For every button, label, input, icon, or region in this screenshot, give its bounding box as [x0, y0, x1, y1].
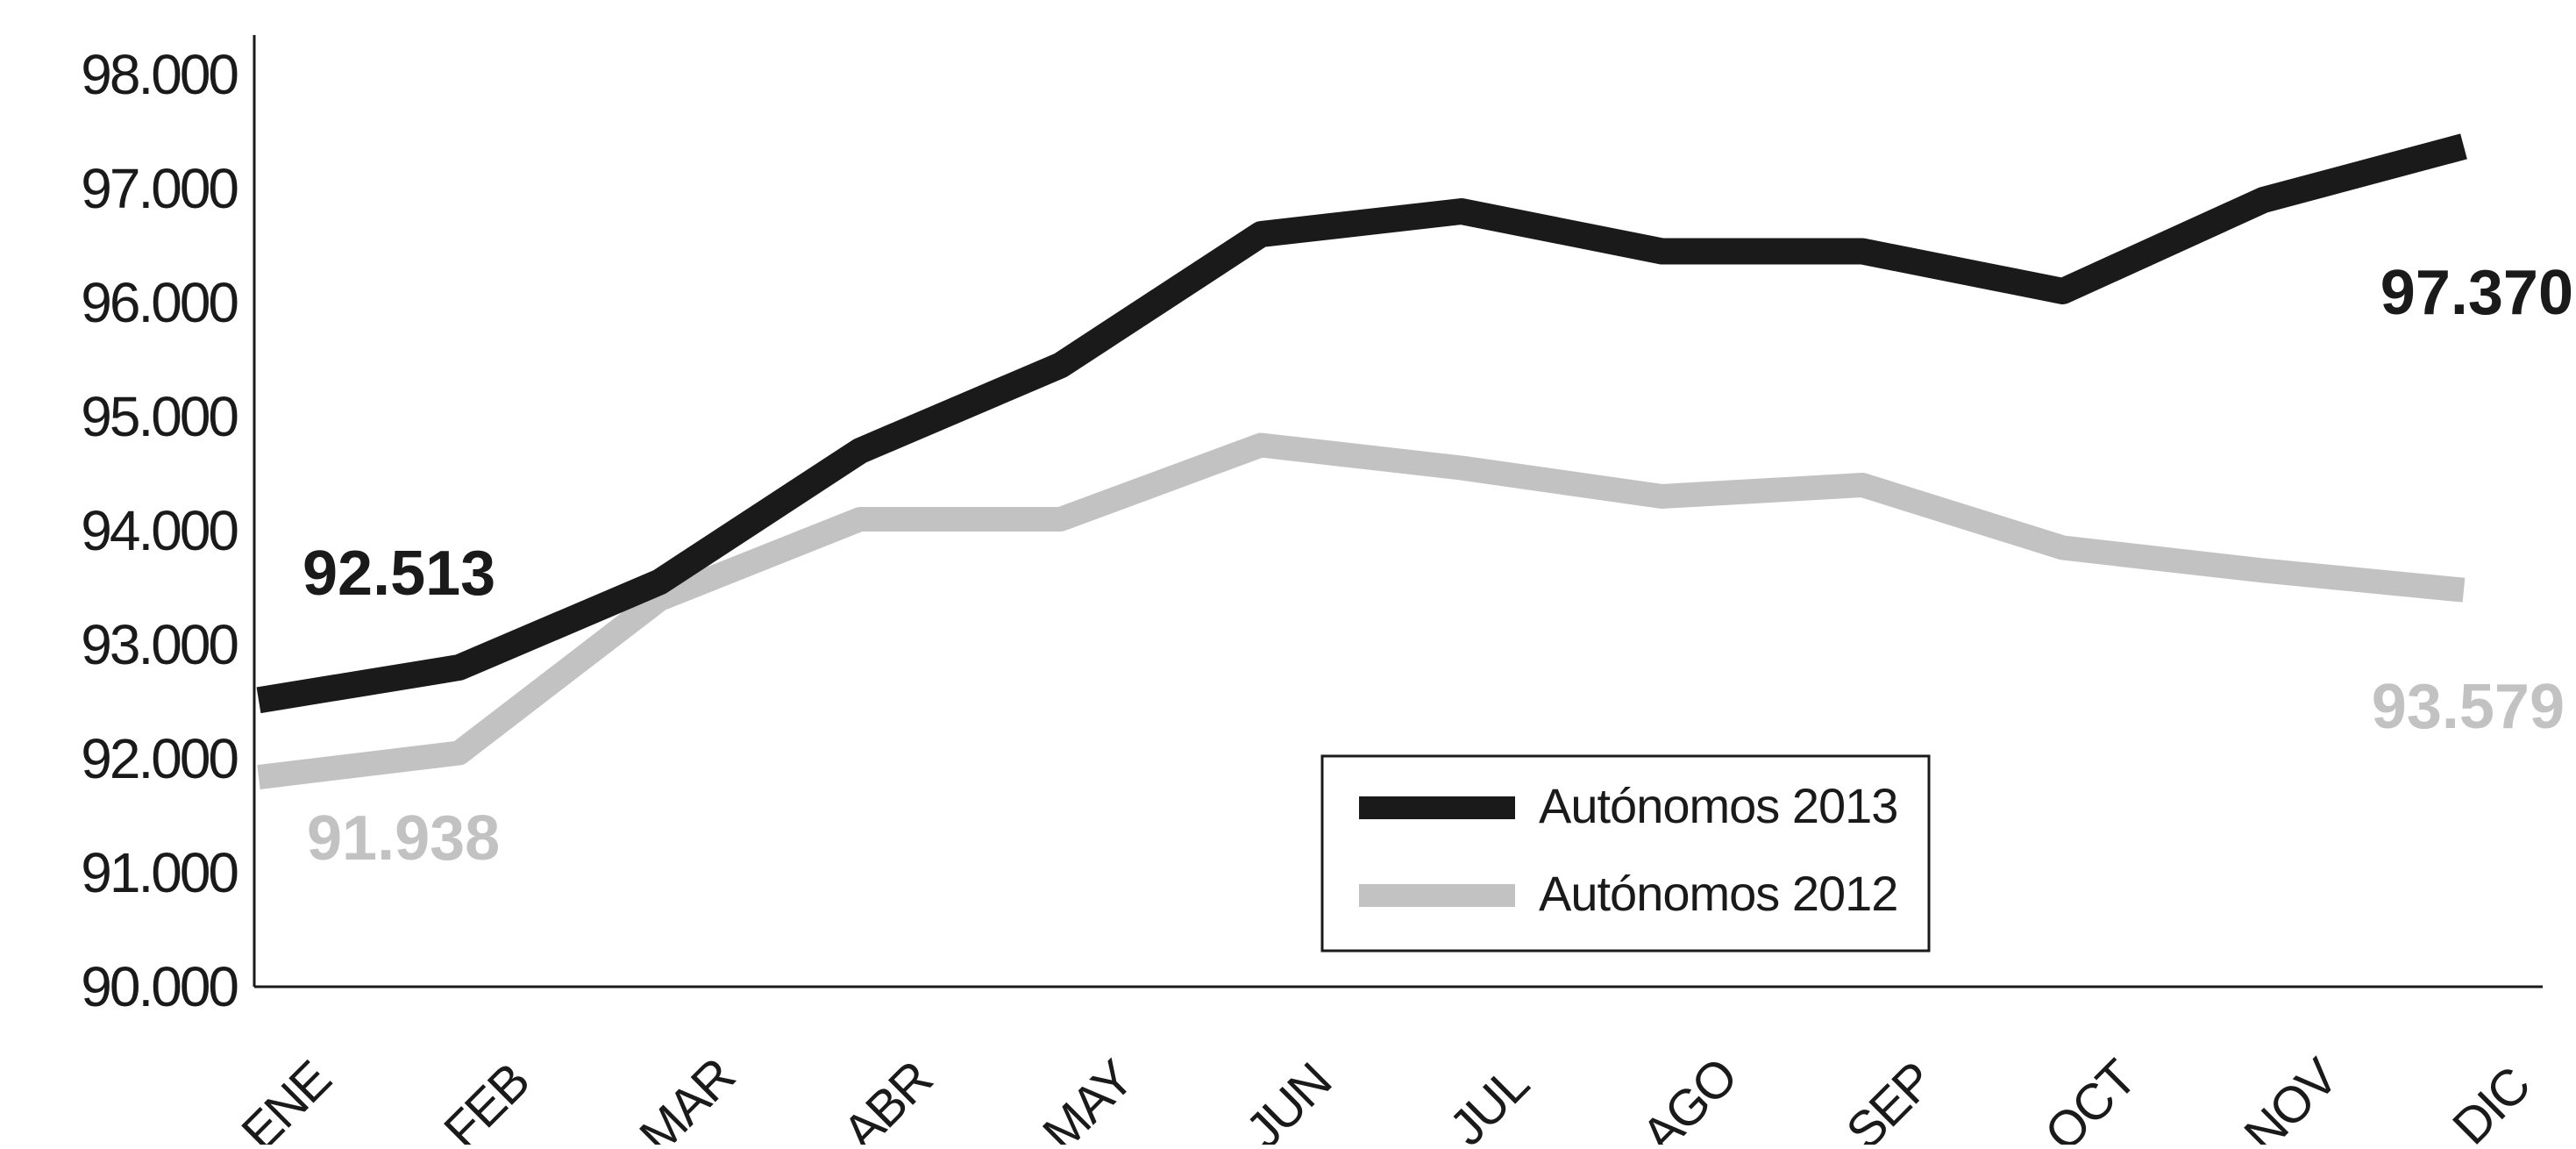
legend-box: [1320, 754, 1931, 953]
x-tick-label: ABR: [832, 1051, 943, 1145]
x-tick-label: NOV: [2233, 1047, 2349, 1145]
x-tick-label: AGO: [1631, 1048, 1747, 1145]
annotation-2013-end: 97.370: [2380, 258, 2573, 328]
annotation-2012-end: 93.579: [2372, 672, 2565, 742]
x-tick-label: JUN: [1235, 1053, 1341, 1145]
y-tick-label: 91.000: [81, 841, 238, 904]
series-line-2012: [257, 432, 2466, 789]
x-tick-label: DIC: [2442, 1057, 2540, 1145]
annotation-2012-start: 91.938: [307, 803, 500, 874]
annotation-2013-start: 92.513: [302, 539, 495, 609]
x-tick-label: MAR: [629, 1048, 745, 1145]
x-tick-label: MAY: [1032, 1050, 1144, 1145]
legend-swatch-2012: [1359, 884, 1515, 907]
legend-label-2013: Autónomos 2013: [1539, 778, 1897, 833]
y-tick-label: 96.000: [81, 271, 238, 334]
legend-swatch-2013: [1359, 796, 1515, 819]
series-line-2013: [256, 133, 2467, 714]
x-tick-label: SEP: [1835, 1052, 1944, 1145]
x-tick-label: JUL: [1439, 1055, 1540, 1145]
y-tick-label: 92.000: [81, 727, 238, 790]
y-tick-label: 93.000: [81, 613, 238, 676]
y-tick-label: 95.000: [81, 385, 238, 448]
y-tick-label: 90.000: [81, 955, 238, 1018]
x-tick-label: OCT: [2034, 1049, 2147, 1145]
x-tick-label: FEB: [433, 1053, 539, 1145]
y-tick-label: 98.000: [81, 43, 238, 106]
x-tick-label: ENE: [231, 1051, 341, 1145]
legend-label-2012: Autónomos 2012: [1539, 866, 1897, 921]
y-tick-label: 94.000: [81, 499, 238, 562]
y-tick-label: 97.000: [81, 157, 238, 220]
